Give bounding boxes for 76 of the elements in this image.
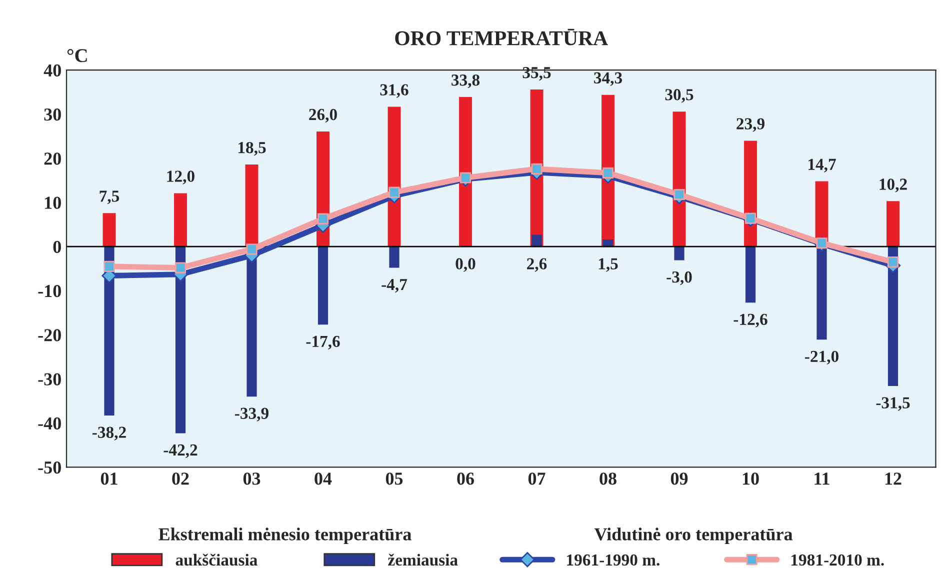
data-label: 30,5	[665, 89, 694, 103]
bar	[672, 112, 686, 247]
point	[602, 167, 614, 178]
data-label: -33,9	[235, 408, 269, 422]
bar	[318, 246, 328, 325]
point	[174, 262, 186, 274]
legend-label: žemiausia	[388, 554, 458, 566]
x-tick-label: 05	[386, 472, 403, 485]
y-tick-label: 10	[45, 196, 61, 209]
y-tick-label: 40	[44, 64, 61, 77]
x-tick-label: 12	[885, 472, 902, 485]
x-tick-label: 10	[742, 472, 759, 485]
data-label: 35,5	[522, 67, 551, 81]
data-label: -4,7	[382, 279, 408, 293]
data-label: 33,8	[452, 74, 480, 88]
y-tick-label: -10	[38, 284, 61, 298]
y-tick-label: 0	[53, 240, 61, 254]
bar	[745, 246, 756, 303]
bar	[459, 97, 472, 247]
y-tick-label: 20	[44, 152, 61, 165]
text: Ekstremali mėnesio temperatūra	[158, 528, 412, 544]
bar	[886, 201, 900, 247]
data-label: 12,0	[167, 170, 194, 184]
point	[317, 213, 329, 224]
chart-title: ORO TEMPERATŪRA	[395, 28, 608, 46]
data-label: 10,2	[880, 178, 907, 192]
bar	[674, 246, 684, 260]
point	[887, 256, 899, 268]
legend-label: 1981-2010 m.	[792, 554, 884, 566]
x-tick-label: 07	[528, 472, 546, 485]
x-tick-label: 04	[314, 472, 332, 485]
data-label: 0,0	[456, 258, 476, 272]
data-label: 1,5	[598, 258, 618, 272]
x-tick-label: 03	[243, 472, 260, 485]
y-tick-label: -40	[38, 417, 61, 430]
y-tick-label: -20	[38, 329, 61, 342]
data-label: 2,6	[527, 258, 547, 272]
data-label: 26,0	[309, 108, 337, 123]
data-label: -38,2	[92, 426, 126, 440]
bar	[389, 246, 400, 268]
point	[104, 260, 115, 272]
point	[460, 172, 472, 184]
y-tick-label: -30	[38, 373, 61, 386]
x-tick-label: 08	[600, 472, 616, 485]
data-label: -42,2	[164, 444, 198, 458]
data-label: 31,6	[380, 84, 408, 98]
y-tick-label: -50	[38, 461, 61, 474]
data-label: 14,7	[808, 158, 836, 172]
legend-label: aukščiausia	[176, 554, 258, 566]
bar	[532, 234, 542, 247]
bar	[174, 193, 187, 247]
x-tick-label: 02	[172, 472, 189, 485]
data-label: 23,9	[736, 118, 764, 132]
x-tick-label: 06	[457, 472, 474, 485]
bar	[388, 106, 401, 247]
bar	[245, 164, 258, 247]
data-label: 18,5	[238, 142, 266, 156]
x-tick-label: 09	[670, 472, 688, 485]
data-label: -17,6	[306, 336, 340, 350]
data-label: -12,6	[734, 314, 768, 328]
point	[388, 186, 400, 198]
data-label: 34,3	[594, 72, 622, 86]
text: Vidutinė oro temperatūra	[594, 528, 793, 544]
data-label: -21,0	[805, 350, 838, 364]
point	[246, 244, 258, 255]
data-label: -31,5	[876, 397, 910, 411]
x-tick-label: 11	[814, 472, 830, 485]
data-label: -3,0	[666, 271, 692, 286]
x-tick-label: 01	[100, 472, 118, 485]
y-tick-label: 30	[44, 108, 61, 121]
legend-label: 1961-1990 m.	[567, 554, 660, 566]
y-axis-title: °C	[67, 49, 87, 62]
bar	[102, 213, 116, 247]
point	[531, 163, 542, 174]
data-label: 7,5	[100, 190, 120, 204]
point	[674, 188, 685, 200]
